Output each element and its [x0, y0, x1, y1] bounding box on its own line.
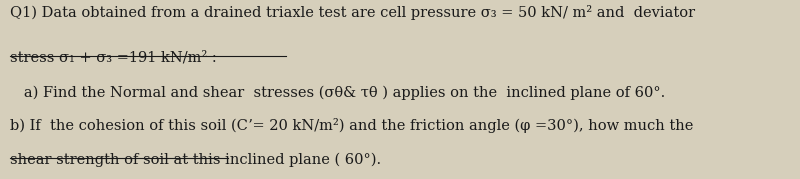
- Text: shear strength of soil at this inclined plane ( 60°).: shear strength of soil at this inclined …: [10, 152, 381, 166]
- Text: b) If  the cohesion of this soil (Cʼ= 20 kN/m²) and the friction angle (φ =30°),: b) If the cohesion of this soil (Cʼ= 20 …: [10, 118, 693, 133]
- Text: a) Find the Normal and shear  stresses (σθ& τθ ) applies on the  inclined plane : a) Find the Normal and shear stresses (σ…: [10, 86, 665, 100]
- Text: Q1) Data obtained from a drained triaxle test are cell pressure σ₃ = 50 kN/ m² a: Q1) Data obtained from a drained triaxle…: [10, 5, 694, 20]
- Text: stress σ₁ + σ₃ =191 kN/m² :: stress σ₁ + σ₃ =191 kN/m² :: [10, 50, 216, 64]
